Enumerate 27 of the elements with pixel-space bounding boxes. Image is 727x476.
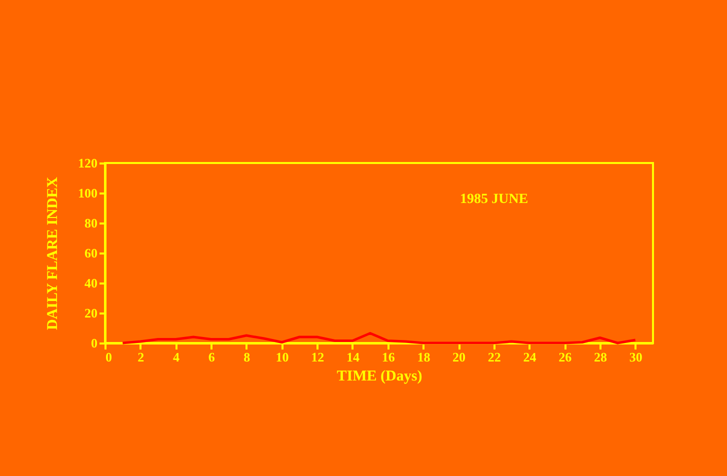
y-tick-label: 60 — [84, 246, 98, 260]
x-tick-label: 12 — [311, 350, 324, 364]
line-series — [121, 332, 637, 344]
x-tick-label: 26 — [558, 350, 572, 364]
x-tick-label: 20 — [452, 350, 466, 364]
x-tick-label: 2 — [138, 350, 144, 364]
y-tick-label: 120 — [78, 156, 98, 170]
x-tick-label: 6 — [208, 350, 216, 364]
x-tick-label: 28 — [594, 350, 608, 364]
y-tick-label: 0 — [91, 336, 98, 350]
x-tick-label: 4 — [172, 350, 180, 364]
x-tick-label: 24 — [523, 350, 537, 364]
x-tick-label: 8 — [244, 350, 251, 364]
x-axis-title: TIME (Days) — [336, 368, 422, 384]
y-tick-label: 80 — [84, 216, 98, 230]
y-tick-label: 100 — [78, 186, 98, 200]
y-axis-title: DAILY FLARE INDEX — [45, 176, 61, 330]
x-tick-label: 0 — [106, 350, 112, 364]
x-tick-label: 30 — [629, 350, 642, 364]
y-tick-label: 40 — [84, 276, 98, 290]
x-tick-label: 14 — [346, 350, 360, 364]
x-tick-label: 22 — [488, 350, 501, 364]
x-tick-label: 16 — [382, 350, 396, 364]
x-tick-label: 10 — [276, 350, 289, 364]
y-tick-label: 20 — [84, 306, 98, 320]
x-tick-label: 18 — [417, 350, 431, 364]
annotation: 1985 JUNE — [460, 192, 528, 207]
